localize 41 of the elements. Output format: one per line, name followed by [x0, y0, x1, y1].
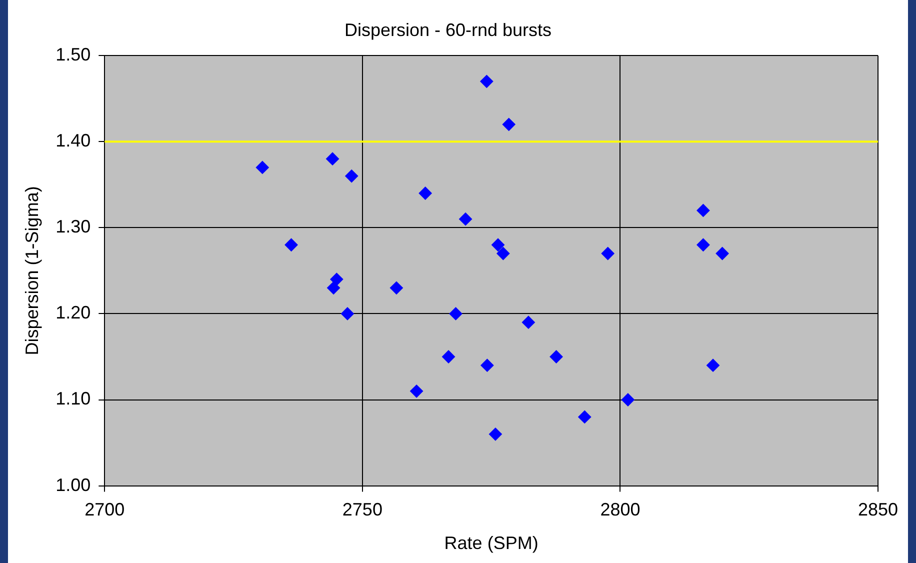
y-tick-label: 1.30 — [56, 216, 91, 237]
x-tick-label: 2700 — [84, 500, 125, 520]
point — [696, 238, 710, 252]
point — [330, 272, 344, 286]
point — [706, 358, 720, 372]
point — [502, 118, 516, 131]
y-tick-label: 1.40 — [56, 130, 91, 151]
point — [492, 238, 505, 252]
point — [480, 74, 494, 88]
point — [601, 246, 614, 260]
x-tick-label: 2850 — [858, 500, 898, 520]
point — [345, 170, 358, 183]
point — [578, 410, 592, 424]
point — [459, 212, 472, 226]
y-tick-label: 1.50 — [56, 44, 91, 65]
point — [256, 160, 269, 174]
point — [480, 358, 494, 372]
y-axis-title: Dispersion (1-Sigma) — [22, 186, 42, 356]
point — [410, 384, 424, 398]
point — [449, 307, 462, 320]
point — [442, 350, 456, 364]
point — [340, 307, 354, 320]
point — [522, 316, 535, 329]
point — [621, 393, 634, 406]
point — [696, 204, 710, 217]
point — [496, 246, 510, 260]
point — [488, 428, 502, 441]
point — [390, 281, 403, 294]
point — [326, 152, 340, 166]
y-tick-label: 1.00 — [56, 474, 91, 495]
point — [716, 246, 729, 260]
point — [284, 238, 298, 252]
y-tick-label: 1.20 — [56, 302, 91, 323]
point — [418, 186, 432, 200]
x-tick-label: 2800 — [600, 500, 640, 520]
point — [327, 281, 340, 294]
x-tick-label: 2750 — [342, 500, 382, 520]
point — [550, 350, 563, 364]
y-tick-label: 1.10 — [56, 388, 91, 409]
x-axis-title: Rate (SPM) — [444, 533, 538, 554]
chart-title: Dispersion - 60-rnd bursts — [344, 20, 552, 40]
